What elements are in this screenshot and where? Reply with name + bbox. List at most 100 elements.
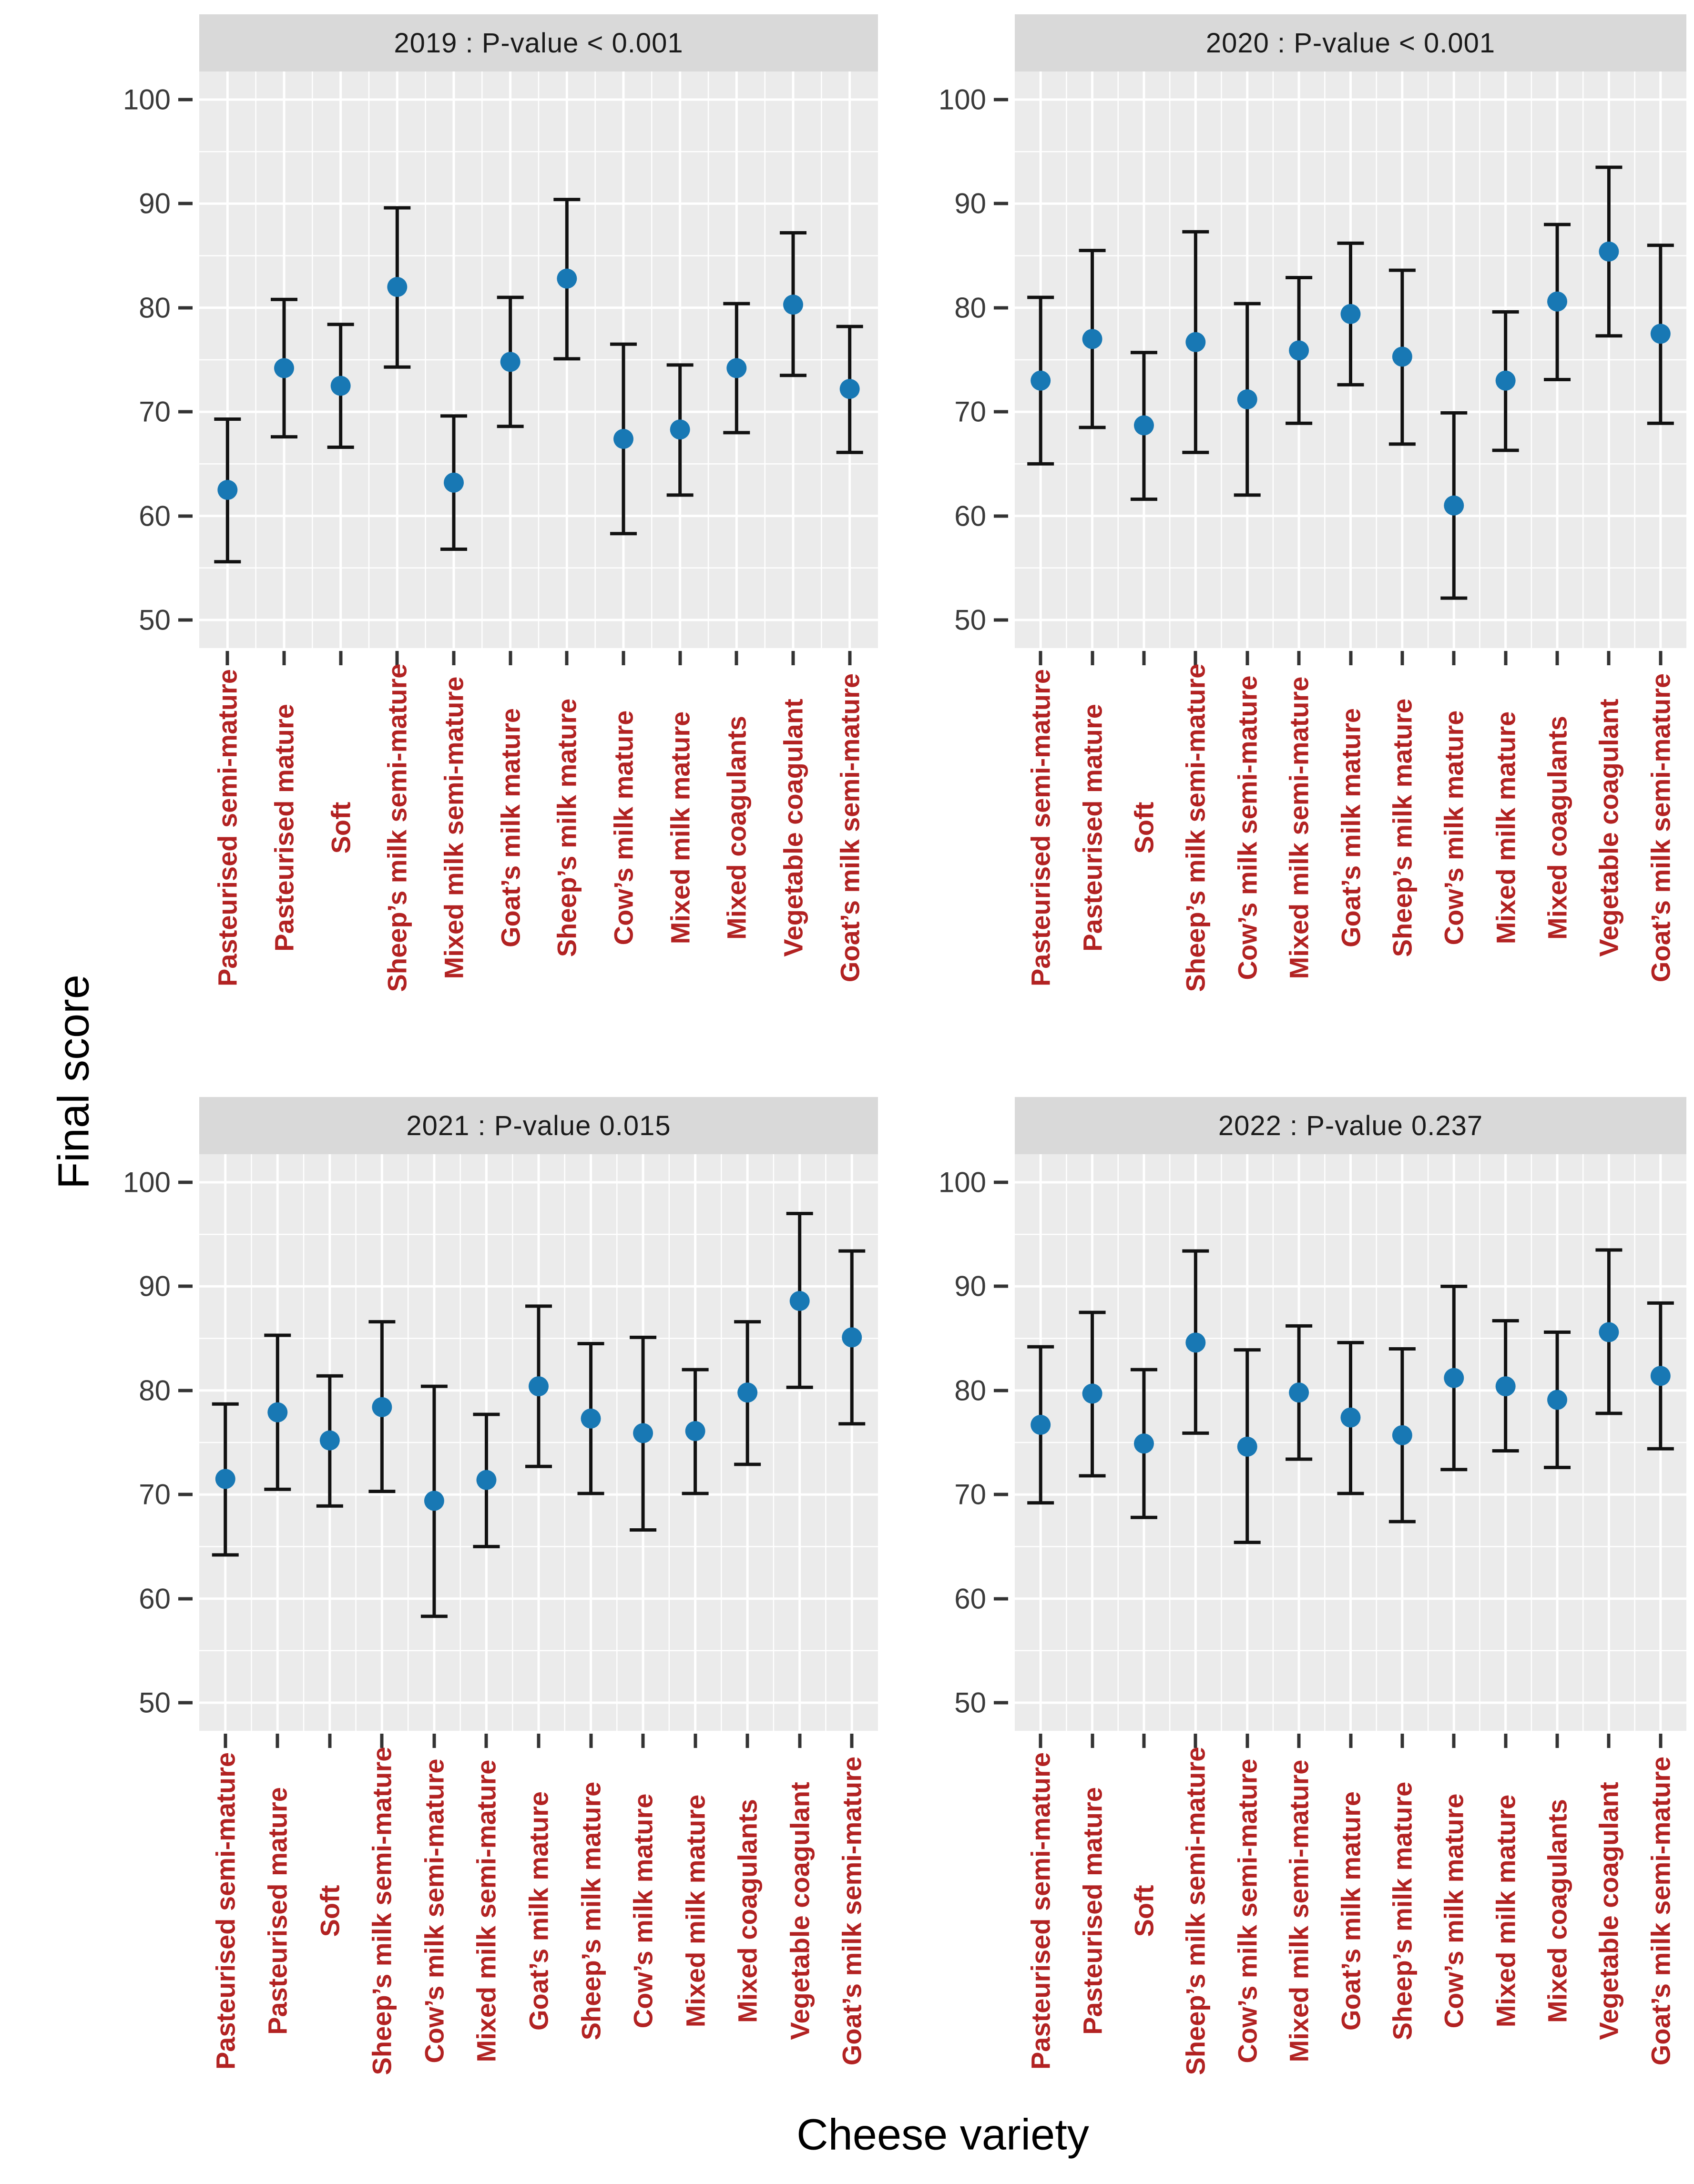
data-point (217, 480, 238, 500)
data-point (1495, 1376, 1516, 1397)
x-tick-mark (509, 651, 512, 665)
x-category-label: Soft (315, 1885, 345, 1937)
data-point (842, 1327, 862, 1348)
x-category-label: Vegetable coagulant (778, 699, 808, 957)
data-point (789, 1290, 810, 1311)
data-point (1289, 340, 1309, 361)
y-tick-mark (178, 306, 193, 310)
x-category-label: Mixed milk mature (1490, 711, 1521, 945)
data-point (1133, 415, 1154, 436)
y-tick-mark (994, 514, 1008, 518)
data-point (529, 1376, 549, 1397)
y-tick-mark (994, 98, 1008, 102)
data-point (1547, 1390, 1568, 1410)
x-category-label: Mixed milk semi-mature (439, 676, 469, 979)
x-tick-mark (1245, 651, 1249, 665)
y-tick-label: 70 (954, 396, 986, 428)
data-point (670, 419, 690, 440)
data-point (274, 358, 294, 378)
x-tick-mark (1297, 651, 1301, 665)
y-tick-mark (178, 1701, 193, 1705)
x-category-label: Vegetable coagulant (1593, 699, 1624, 957)
data-point (387, 277, 408, 297)
y-tick-label: 50 (954, 604, 986, 636)
data-point (737, 1382, 758, 1403)
data-point (267, 1402, 288, 1422)
y-tick-mark (994, 202, 1008, 205)
x-tick-mark (1142, 1734, 1146, 1748)
x-tick-mark (1142, 651, 1146, 665)
x-tick-mark (798, 1734, 802, 1748)
x-tick-mark (850, 1734, 854, 1748)
x-tick-mark (1607, 1734, 1611, 1748)
data-point (1185, 332, 1206, 352)
y-tick-label: 90 (139, 1270, 171, 1302)
x-tick-mark (745, 1734, 749, 1748)
y-tick-label: 70 (139, 396, 171, 428)
facet-title-2019: 2019 : P-value < 0.001 (394, 27, 684, 59)
data-point (685, 1421, 705, 1441)
y-tick-label: 50 (954, 1686, 986, 1719)
data-point (557, 268, 577, 289)
data-point (1237, 389, 1257, 409)
x-category-label: Cow’s milk mature (1439, 1793, 1469, 2029)
y-tick-label: 60 (954, 1583, 986, 1615)
data-point (1340, 1407, 1361, 1428)
y-axis-title: Final score (49, 975, 98, 1189)
facet-strip-2021: 2021 : P-value 0.015 (199, 1097, 878, 1154)
facet-panel-2019 (199, 71, 878, 648)
x-tick-mark (1245, 1734, 1249, 1748)
x-category-label: Mixed milk mature (665, 711, 695, 945)
facet-panel-2022 (1015, 1154, 1686, 1731)
data-point (1340, 304, 1361, 324)
data-point (476, 1470, 497, 1490)
x-tick-mark (735, 651, 738, 665)
y-tick-mark (994, 618, 1008, 622)
x-category-label: Mixed milk semi-mature (471, 1759, 501, 2062)
facet-title-2020: 2020 : P-value < 0.001 (1205, 27, 1496, 59)
data-point (1082, 1383, 1102, 1404)
y-tick-label: 100 (122, 1166, 171, 1199)
facet-title-2021: 2021 : P-value 0.015 (406, 1110, 671, 1141)
data-point (726, 358, 747, 378)
x-tick-mark (848, 651, 852, 665)
data-point (1392, 1425, 1412, 1445)
y-tick-mark (178, 98, 193, 102)
x-category-label: Sheep’s milk semi-mature (382, 663, 412, 992)
data-point (215, 1469, 235, 1489)
y-tick-label: 90 (139, 187, 171, 220)
x-category-label: Sheep’s milk mature (576, 1781, 606, 2041)
data-point (1444, 495, 1464, 516)
y-tick-label: 60 (139, 500, 171, 532)
data-point (1650, 1366, 1671, 1386)
x-tick-mark (1504, 1734, 1508, 1748)
x-category-label: Mixed milk semi-mature (1284, 1759, 1314, 2062)
x-tick-mark (282, 651, 286, 665)
data-point (1031, 1414, 1051, 1435)
data-point (1495, 370, 1516, 391)
x-tick-mark (339, 651, 343, 665)
x-tick-mark (1607, 651, 1611, 665)
x-category-label: Pasteurised semi-mature (1025, 1752, 1056, 2070)
x-category-label: Cow’s milk mature (628, 1793, 658, 2029)
x-category-label: Pasteurised semi-mature (1025, 669, 1056, 987)
y-tick-mark (178, 1180, 193, 1184)
y-tick-mark (994, 410, 1008, 414)
x-category-label: Mixed coagulants (732, 1799, 763, 2023)
x-tick-mark (1349, 651, 1352, 665)
x-tick-mark (1349, 1734, 1352, 1748)
x-tick-mark (1555, 651, 1559, 665)
y-tick-label: 70 (954, 1478, 986, 1511)
x-category-label: Goat’s milk mature (523, 1791, 554, 2031)
x-category-label: Cow’s milk semi-mature (419, 1758, 449, 2063)
x-category-label: Sheep’s milk semi-mature (367, 1747, 397, 2075)
x-category-label: Pasteurised semi-mature (212, 669, 243, 987)
data-point (1031, 370, 1051, 391)
x-tick-mark (395, 651, 399, 665)
x-category-label: Goat’s milk mature (1336, 708, 1366, 948)
data-point (330, 376, 351, 396)
x-category-label: Pasteurised mature (269, 704, 299, 952)
y-tick-label: 60 (139, 1583, 171, 1615)
x-tick-mark (1659, 1734, 1663, 1748)
